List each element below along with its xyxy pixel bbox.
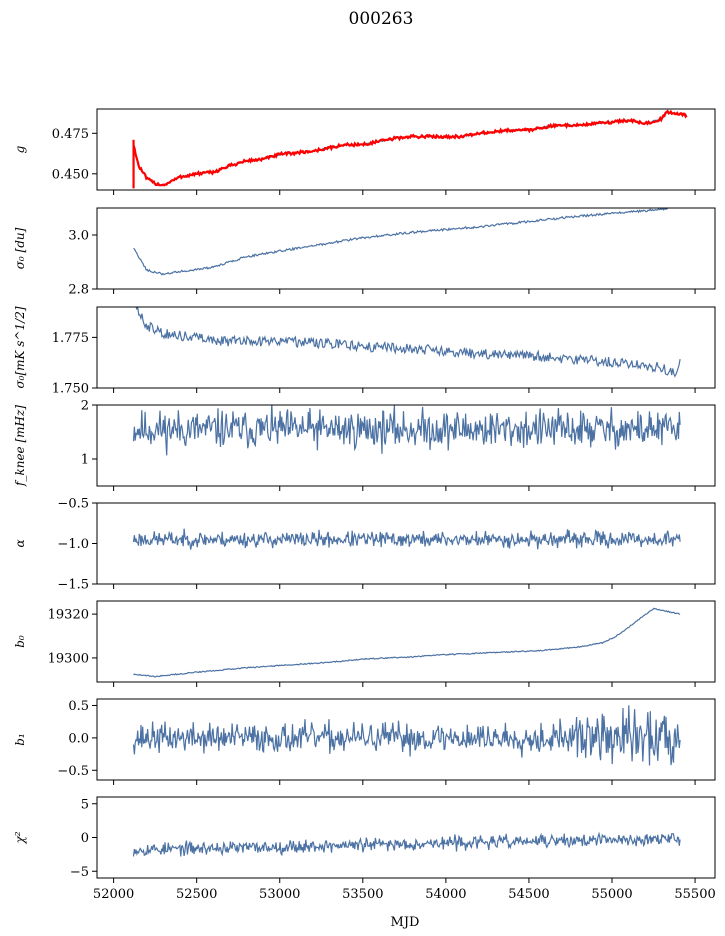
y-axis-label: g — [13, 145, 27, 153]
series-line — [132, 109, 688, 187]
series-line — [133, 607, 681, 678]
panel-frame — [96, 404, 716, 487]
x-tick-label: 55500 — [674, 887, 715, 902]
y-tick-label: −1.5 — [57, 578, 89, 593]
panel-8: −5 0 5 52000 52500 53000 53500 54000 54500 55000 5… — [13, 796, 716, 902]
figure-title: 000263 — [349, 9, 414, 29]
y-tick-label: 2.8 — [68, 283, 89, 298]
panel-frame — [96, 108, 716, 191]
y-tick-label: 0.475 — [52, 127, 89, 142]
panel-frame — [96, 207, 716, 290]
y-tick-label: 0 — [81, 831, 89, 846]
y-tick-label: −1.0 — [57, 537, 89, 552]
y-axis-label: σ₀ [du] — [13, 227, 27, 269]
series-line — [135, 307, 681, 378]
panel-2: 2.8 3.0 σ₀ [du] — [13, 207, 716, 298]
y-tick-label: −5 — [70, 865, 89, 880]
y-axis-label: α — [13, 539, 27, 547]
x-tick-label: 54500 — [508, 887, 549, 902]
x-tick-label: 54000 — [425, 887, 466, 902]
y-axis-label: σ₀[mK s^1/2] — [13, 306, 27, 388]
y-axis-label: b₁ — [13, 733, 27, 746]
panel-1: 0.450 0.475 g — [13, 108, 716, 195]
y-tick-label: −0.5 — [57, 497, 89, 512]
panel-frame — [96, 600, 716, 683]
panel-5: −1.5 −1.0 −0.5 α — [13, 497, 716, 593]
y-tick-label: 1.775 — [52, 331, 89, 346]
x-tick-label: 55000 — [591, 887, 632, 902]
panels: 0.450 0.475 g 2.8 3.0 σ₀ [du] 1.750 1.775 σ₀[mK … — [13, 108, 716, 902]
y-tick-label: 0.0 — [68, 731, 89, 746]
series-line — [132, 528, 681, 550]
x-tick-label: 53000 — [259, 887, 300, 902]
y-tick-label: 2 — [81, 399, 89, 414]
y-tick-label: 1 — [81, 453, 89, 468]
x-tick-label: 53500 — [342, 887, 383, 902]
y-tick-label: 19300 — [48, 651, 89, 666]
x-axis-label: MJD — [391, 915, 420, 930]
y-tick-label: 3.0 — [68, 229, 89, 244]
panel-frame — [96, 306, 716, 389]
panel-7: −0.5 0.0 0.5 b₁ — [13, 698, 716, 785]
series-line — [133, 208, 671, 276]
panel-3: 1.750 1.775 σ₀[mK s^1/2] — [13, 306, 716, 397]
y-tick-label: 0.5 — [68, 699, 89, 714]
y-tick-label: 5 — [81, 797, 89, 812]
panel-frame — [96, 698, 716, 781]
x-tick-label: 52500 — [176, 887, 217, 902]
series-line — [132, 405, 681, 456]
y-axis-label: f_knee [mHz] — [13, 405, 27, 487]
x-tick-label: 52000 — [93, 887, 134, 902]
y-tick-label: 0.450 — [52, 167, 89, 182]
series-line — [132, 831, 681, 857]
y-tick-label: −0.5 — [57, 764, 89, 779]
panel-6: 19300 19320 b₀ — [13, 600, 716, 687]
series-line — [132, 705, 681, 766]
y-tick-label: 19320 — [48, 608, 89, 623]
y-axis-label: χ² — [13, 831, 27, 844]
y-tick-label: 1.750 — [52, 382, 89, 397]
panel-4: 1 2 f_knee [mHz] — [13, 399, 716, 491]
y-axis-label: b₀ — [13, 635, 27, 648]
